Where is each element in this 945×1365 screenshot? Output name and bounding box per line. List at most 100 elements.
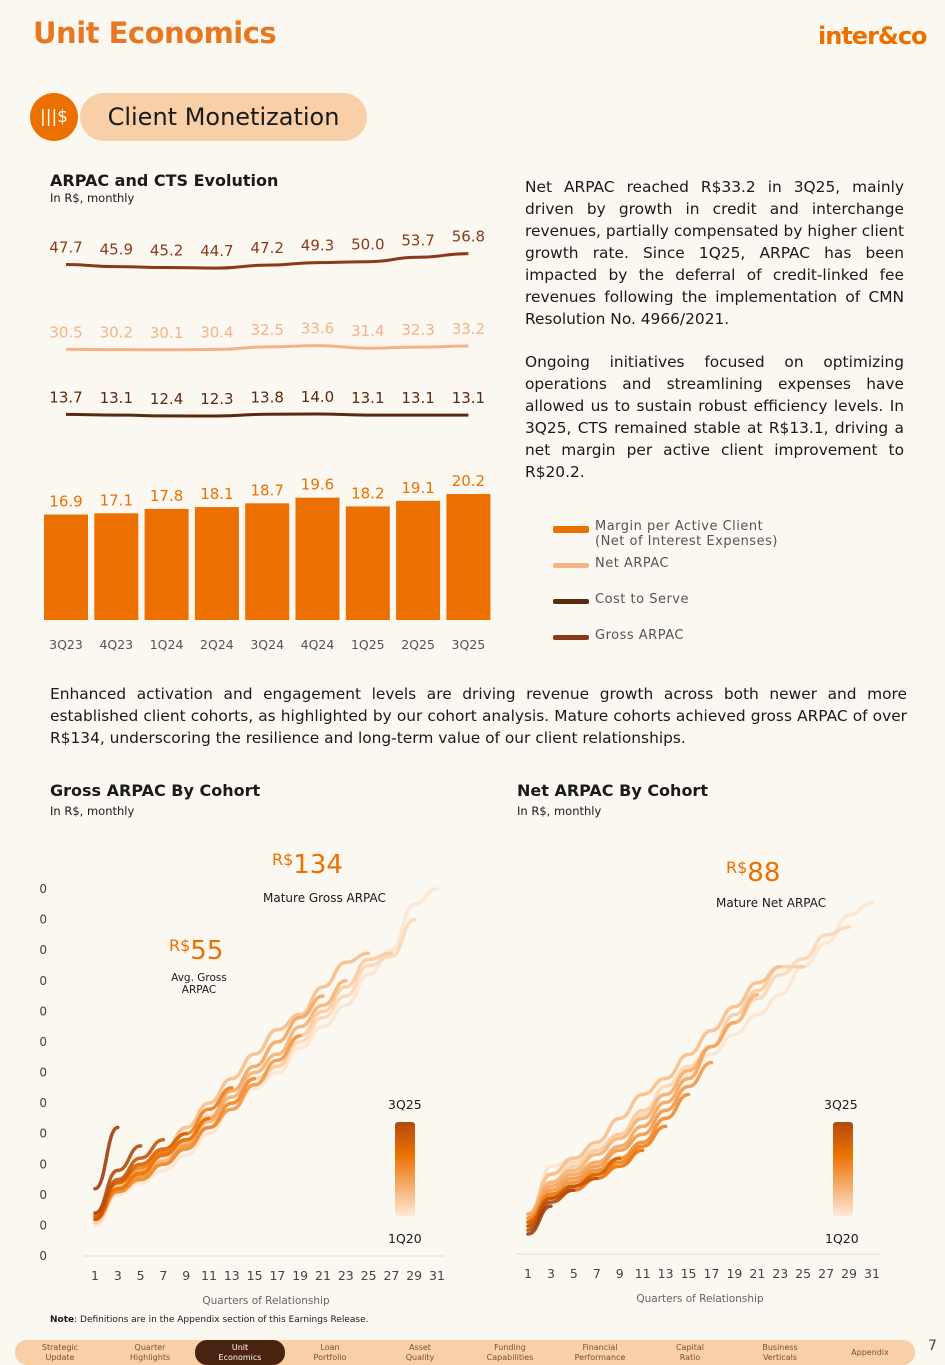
bar-label: 19.6 <box>301 476 334 494</box>
nav-item[interactable]: Capital Ratio <box>675 1342 705 1362</box>
bar-margin <box>194 507 239 620</box>
x-tick-label: 29 <box>406 1268 422 1283</box>
x-tick-label: 15 <box>681 1266 697 1281</box>
bar-margin <box>295 497 340 620</box>
line-label: 12.4 <box>150 390 183 408</box>
legend-swatch <box>553 599 589 604</box>
legend-label: Cost to Serve <box>595 592 690 607</box>
line-label: 56.8 <box>452 228 485 246</box>
line-label: 45.2 <box>150 241 183 259</box>
line-label: 44.7 <box>200 242 233 260</box>
y-tick-label: 40 <box>40 1127 47 1141</box>
x-tick-label: 5 <box>570 1266 578 1281</box>
line-label: 33.6 <box>301 320 334 338</box>
line-label: 33.2 <box>452 320 485 338</box>
line-label: 30.5 <box>49 323 82 341</box>
net-cohort-subtitle: In R$, monthly <box>517 804 602 818</box>
legend-swatch <box>553 635 589 640</box>
x-tick-label: 29 <box>841 1266 857 1281</box>
cohort-line <box>526 1204 553 1236</box>
value: 134 <box>293 850 343 880</box>
x-tick-label: 19 <box>726 1266 742 1281</box>
nav-item[interactable]: Quarter Highlights <box>129 1342 171 1362</box>
mature-gross-value: R$134 <box>272 850 343 880</box>
nav-item[interactable]: Appendix <box>851 1347 889 1357</box>
nav-item[interactable]: Unit Economics <box>195 1340 285 1365</box>
nav-item[interactable]: Strategic Update <box>41 1342 79 1362</box>
bar-margin <box>94 513 139 620</box>
line-label: 47.2 <box>250 239 283 257</box>
currency: R$ <box>272 850 294 869</box>
bar-label: 18.1 <box>200 485 233 503</box>
line-label: 30.1 <box>150 324 183 342</box>
gross-scale-top: 3Q25 <box>388 1097 422 1112</box>
mature-net-value: R$88 <box>726 858 780 888</box>
line-label: 45.9 <box>100 241 133 259</box>
x-tick-label: 21 <box>749 1266 765 1281</box>
x-tick-label: 27 <box>818 1266 834 1281</box>
cohort-line <box>93 1138 166 1222</box>
y-tick-label: 120 <box>40 882 47 896</box>
avg-gross-value: R$55 <box>169 936 223 966</box>
y-tick-label: 50 <box>40 1096 47 1110</box>
cohort-line <box>93 1125 120 1191</box>
x-tick-label: 7 <box>159 1268 167 1283</box>
bar-margin <box>245 503 290 620</box>
y-tick-label: 60 <box>40 1066 47 1080</box>
legend-net-arpac: Net ARPAC <box>553 556 669 571</box>
legend-gross-arpac: Gross ARPAC <box>553 628 684 643</box>
nav-item[interactable]: Funding Capabilities <box>486 1342 534 1362</box>
nav-item[interactable]: Business Verticals <box>762 1342 798 1362</box>
line-label: 12.3 <box>200 390 233 408</box>
bar-label: 19.1 <box>401 479 434 497</box>
line-label: 30.2 <box>100 324 133 342</box>
currency: R$ <box>169 936 191 955</box>
bar-margin <box>446 493 491 620</box>
line-label: 53.7 <box>401 231 434 249</box>
section-title: Client Monetization <box>80 93 367 141</box>
x-tick-label: 2Q25 <box>401 637 435 652</box>
nav-item[interactable]: Asset Quality <box>405 1342 435 1362</box>
y-tick-label: 70 <box>40 1035 47 1049</box>
net-cohort-chart: 0102030405060708090135791113151719212325… <box>516 901 880 1305</box>
x-tick-label: 17 <box>704 1266 720 1281</box>
y-tick-label: 0 <box>40 1249 47 1263</box>
y-tick-label: 100 <box>40 943 47 957</box>
nav-item[interactable]: Financial Performance <box>574 1342 626 1362</box>
cohort-color-scale <box>833 1122 853 1216</box>
x-tick-label: 4Q23 <box>99 637 133 652</box>
legend-label: Gross ARPAC <box>595 628 684 643</box>
x-tick-label: 3Q23 <box>49 637 83 652</box>
legend-cts: Cost to Serve <box>553 592 689 607</box>
x-tick-label: 21 <box>315 1268 331 1283</box>
x-tick-label: 31 <box>429 1268 445 1283</box>
x-tick-label: 2Q24 <box>200 637 234 652</box>
x-tick-label: 13 <box>658 1266 674 1281</box>
bar-label: 16.9 <box>49 493 82 511</box>
x-tick-label: 9 <box>182 1268 190 1283</box>
x-tick-label: 3 <box>547 1266 555 1281</box>
legend-label: (Net of Interest Expenses) <box>595 534 778 549</box>
x-tick-label: 3 <box>114 1268 122 1283</box>
line-cost-to-serve <box>65 412 469 418</box>
mature-gross-label: Mature Gross ARPAC <box>263 891 386 905</box>
arpac-chart-title: ARPAC and CTS Evolution <box>50 171 279 190</box>
x-axis-label: Quarters of Relationship <box>636 1293 764 1305</box>
line-label: 13.1 <box>100 389 133 407</box>
bar-label: 17.1 <box>100 491 133 509</box>
gross-cohort-subtitle: In R$, monthly <box>50 804 135 818</box>
x-axis-label: Quarters of Relationship <box>202 1295 330 1307</box>
cohort-line <box>93 1116 211 1222</box>
line-label: 49.3 <box>301 237 334 255</box>
footnote: Note: Definitions are in the Appendix se… <box>50 1315 369 1325</box>
bar-label: 18.2 <box>351 484 384 502</box>
line-label: 13.1 <box>401 389 434 407</box>
x-tick-label: 5 <box>137 1268 145 1283</box>
value: 55 <box>190 936 224 966</box>
x-tick-label: 11 <box>635 1266 651 1281</box>
mature-net-label: Mature Net ARPAC <box>716 896 827 910</box>
x-tick-label: 1Q24 <box>150 637 184 652</box>
nav-item[interactable]: Loan Portfolio <box>313 1342 347 1362</box>
x-tick-label: 1 <box>524 1266 532 1281</box>
bar-margin <box>44 514 88 620</box>
